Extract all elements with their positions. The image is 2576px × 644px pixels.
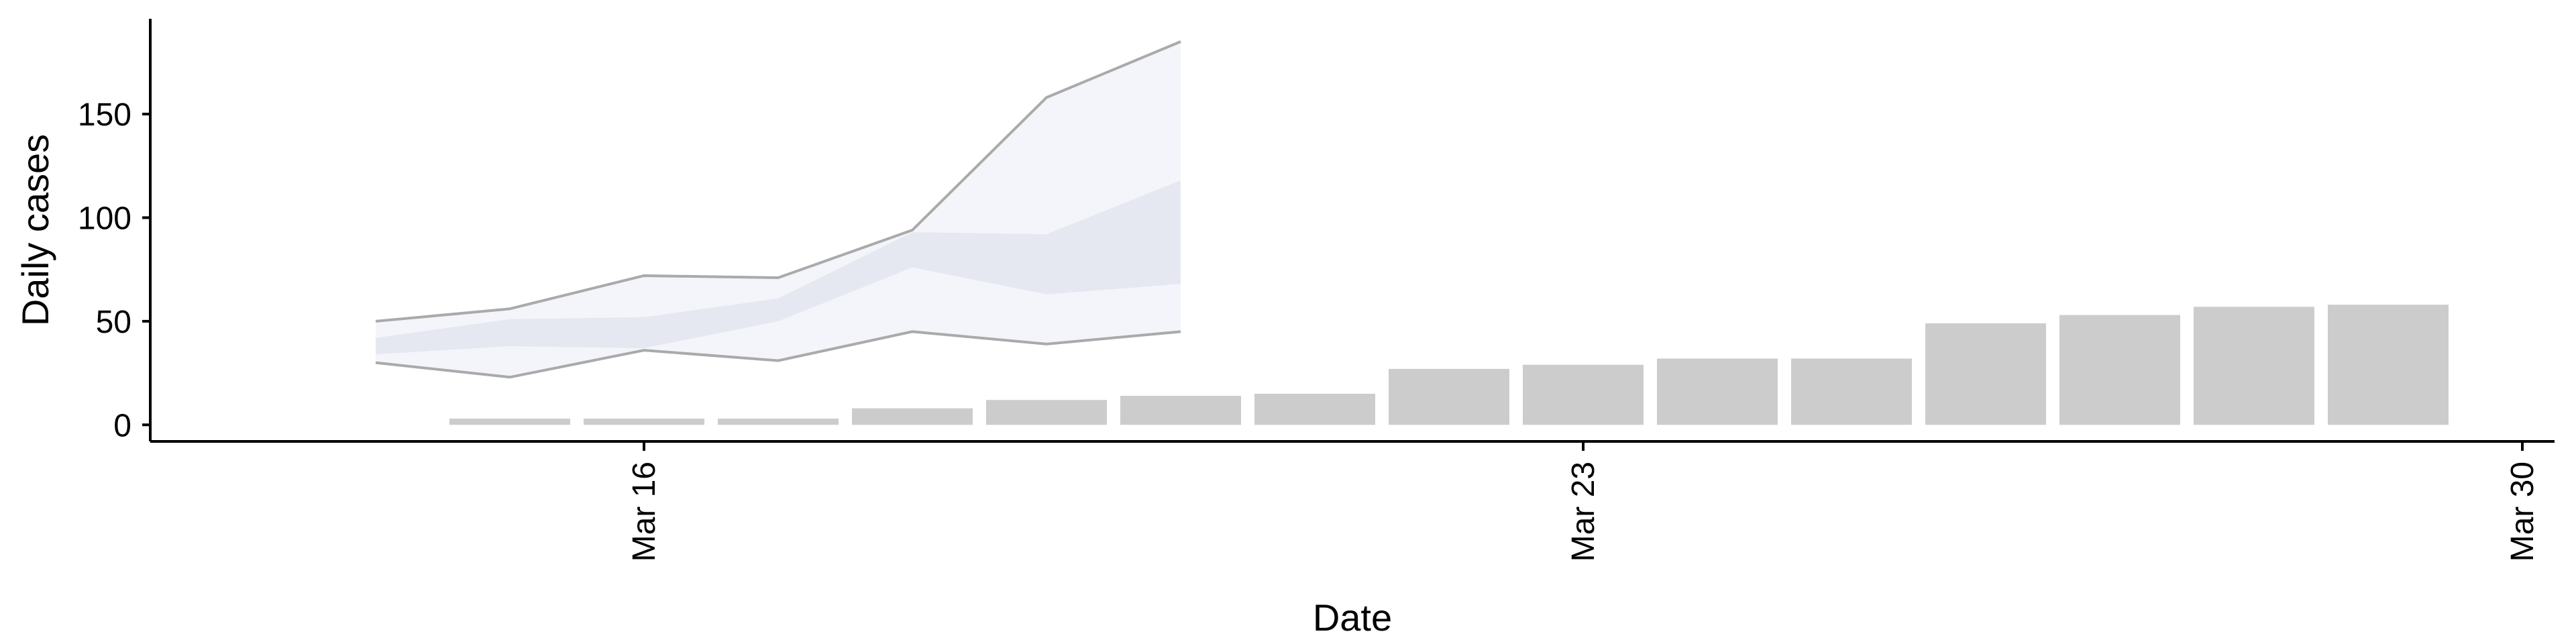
axes [149, 19, 2555, 443]
forecast-bands [375, 40, 1181, 379]
y-tick-label: 100 [78, 201, 131, 236]
ticks: 0 50 100 150 Mar 16 Mar 23 Mar 30 [78, 97, 2540, 561]
bars [449, 305, 2449, 425]
inner-interval-band [376, 180, 1181, 355]
bar [1791, 358, 1912, 425]
bar [1120, 396, 1241, 425]
y-tick-label: 50 [96, 305, 131, 340]
x-axis-title: Date [1313, 596, 1392, 639]
bar [1657, 358, 1778, 425]
bar [449, 419, 570, 425]
y-tick-label: 150 [78, 97, 131, 133]
bar [1925, 323, 2046, 425]
bar [852, 408, 973, 425]
y-axis-title: Daily cases [14, 134, 56, 326]
x-tick-label: Mar 16 [627, 462, 662, 561]
bar [2059, 315, 2180, 425]
bar [1523, 364, 1644, 425]
bar [584, 419, 704, 425]
x-tick-label: Mar 30 [2505, 462, 2540, 561]
x-tick-label: Mar 23 [1566, 462, 1601, 561]
bar [986, 400, 1107, 425]
y-tick-label: 0 [113, 408, 131, 443]
bar [2328, 305, 2449, 425]
bar [718, 419, 839, 425]
bar [1389, 368, 1509, 425]
bar [2194, 307, 2314, 425]
bar [1254, 393, 1375, 425]
outer-lower-line [375, 330, 1181, 379]
outer-upper-line [375, 40, 1181, 323]
